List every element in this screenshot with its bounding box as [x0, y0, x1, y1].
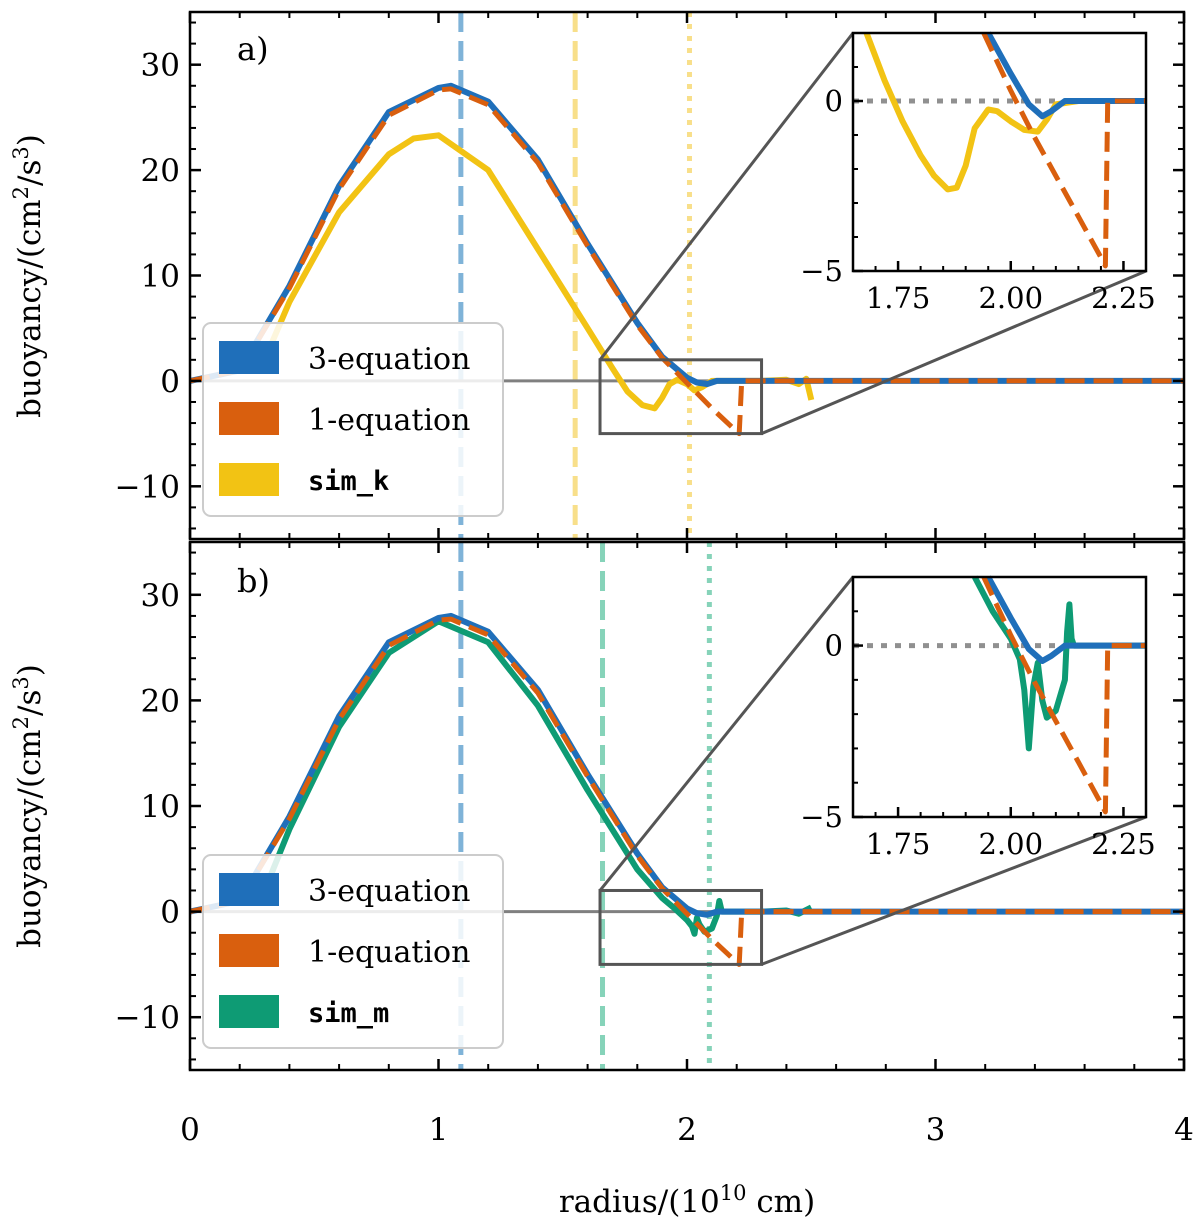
panel-a-inset-xtick-label: 2.00	[978, 281, 1043, 315]
panel-a-tag: a)	[237, 30, 269, 68]
inset-series-line-3-equation	[985, 575, 1146, 664]
panel-b-ytick-label: 10	[141, 789, 180, 825]
panel-b-ylabel: buoyancy/(cm2/s3)	[9, 664, 48, 948]
panel-b-zoom-box	[598, 888, 764, 966]
panel-b-inset-frame	[851, 575, 1148, 819]
panel-b-inset: −5 0 1.75 2.00 2.25	[800, 575, 1156, 861]
panel-a-zoom-connector	[598, 32, 855, 361]
panel-b-zoom-indicator	[598, 576, 1147, 966]
legend-label-sim-m: sim_m	[308, 998, 389, 1029]
panel-a-ytick-label: −10	[115, 469, 180, 505]
panel-b-tag: b)	[237, 562, 270, 600]
panel-a-zoom-indicator	[598, 32, 1147, 436]
panel-b-inset-xtick-label: 1.75	[866, 827, 931, 861]
panel-b-frame	[188, 540, 1186, 1072]
panel-b-inset-content: −5 0 1.75 2.00 2.25	[800, 575, 1156, 861]
legend-label-1-equation: 1-equation	[308, 403, 470, 438]
panel-b-ticks: −10 0 10 20 30	[115, 542, 1186, 1070]
panel-a-ytick-label: 20	[141, 153, 180, 189]
legend-swatch-3-equation	[219, 873, 279, 906]
panel-a-inset-background	[853, 33, 1146, 271]
panel-b-inset-ytick-label: 0	[825, 629, 843, 663]
panel-a-inset-content: −5 0 1.75 2.00 2.25	[800, 31, 1156, 315]
panel-a-zoom-connector	[760, 269, 1147, 435]
series-line-1-equation	[189, 616, 1184, 967]
x-axis: 0 1 2 3 4	[180, 1112, 1194, 1148]
x-tick-label: 3	[926, 1112, 946, 1148]
x-tick-label: 1	[429, 1112, 449, 1148]
panel-b-zoom-connector	[598, 576, 855, 892]
panel-b-inset-xtick-label: 2.00	[978, 827, 1043, 861]
panel-a-ytick-label: 10	[141, 259, 180, 295]
panel-a-legend: 3-equation 1-equation sim_k	[202, 322, 504, 517]
panel-b-series	[189, 612, 1184, 967]
series-line-1-equation	[189, 86, 1184, 437]
x-tick-label: 4	[1174, 1112, 1194, 1148]
legend-swatch-1-equation	[219, 402, 279, 435]
panel-a-ytick-label: 30	[141, 48, 180, 84]
legend-label-sim-k: sim_k	[308, 466, 389, 497]
x-tick-label: 2	[677, 1112, 697, 1148]
panel-a-inset-ytick-label: 0	[825, 84, 843, 118]
panel-a-inset-frame	[851, 31, 1148, 273]
panel-a-inset-xtick-label: 2.25	[1091, 281, 1156, 315]
inset-series-line-sim-k	[863, 31, 1146, 193]
legend-label-1-equation: 1-equation	[308, 935, 470, 970]
legend-swatch-sim-m	[219, 995, 279, 1028]
inset-series-line-3-equation	[985, 31, 1146, 120]
panel-a-inset-xtick-label: 1.75	[866, 281, 931, 315]
panel-a: −10 0 10 20 30 a) buoyancy/(cm2/s3) −5 0 1.75 2…	[9, 10, 1186, 541]
panel-a-inset: −5 0 1.75 2.00 2.25	[800, 31, 1156, 315]
panel-a-ticks: −10 0 10 20 30	[115, 12, 1186, 539]
inset-series-line-1-equation	[981, 31, 1146, 269]
panel-b-ytick-label: 0	[160, 895, 180, 931]
panel-b-legend: 3-equation 1-equation sim_m	[202, 854, 504, 1049]
panel-a-frame	[188, 10, 1186, 541]
panel-b: −10 0 10 20 30 b) buoyancy/(cm2/s3) −5 0 1.75 2…	[9, 540, 1186, 1072]
inset-series-line-sim-m	[972, 575, 1146, 752]
panel-b-ytick-label: 30	[141, 578, 180, 614]
panel-a-series	[189, 82, 1184, 437]
legend-swatch-1-equation	[219, 934, 279, 967]
panel-a-zoom-box	[598, 358, 764, 436]
legend-swatch-sim-k	[219, 463, 279, 496]
inset-series-line-1-equation	[981, 575, 1146, 815]
legend-label-3-equation: 3-equation	[308, 874, 470, 909]
panel-a-ylabel: buoyancy/(cm2/s3)	[9, 134, 48, 418]
legend-label-3-equation: 3-equation	[308, 342, 470, 377]
legend-swatch-3-equation	[219, 341, 279, 374]
panel-b-zoom-connector	[761, 815, 1147, 966]
panel-b-ytick-label: 20	[141, 683, 180, 719]
panel-b-ytick-label: −10	[115, 1000, 180, 1036]
x-tick-label: 0	[180, 1112, 200, 1148]
panel-b-inset-xtick-label: 2.25	[1091, 827, 1156, 861]
x-axis-label: radius/(1010 cm)	[559, 1181, 815, 1220]
panel-a-inset-ytick-label: −5	[800, 254, 843, 288]
panel-b-inset-ytick-label: −5	[800, 800, 843, 834]
panel-a-ytick-label: 0	[160, 364, 180, 400]
